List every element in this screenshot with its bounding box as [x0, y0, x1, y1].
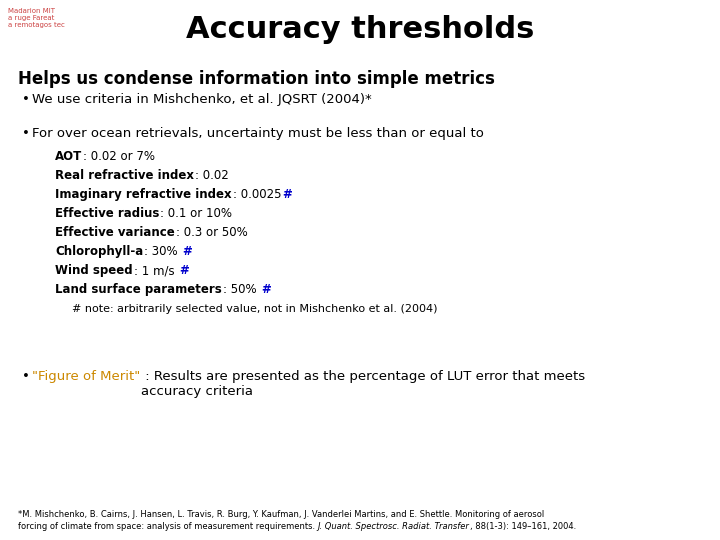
Text: Accuracy thresholds: Accuracy thresholds: [186, 15, 534, 44]
Text: Imaginary refractive index: Imaginary refractive index: [55, 188, 232, 201]
Text: We use criteria in Mishchenko, et al. JQSRT (2004)*: We use criteria in Mishchenko, et al. JQ…: [32, 93, 372, 106]
Text: : 0.02 or 7%: : 0.02 or 7%: [84, 150, 156, 163]
Text: a remotagos tec: a remotagos tec: [8, 22, 65, 28]
Text: •: •: [22, 127, 30, 140]
Text: Madarion MIT: Madarion MIT: [8, 8, 55, 14]
Text: : 1 m/s: : 1 m/s: [134, 264, 178, 277]
Text: : 0.1 or 10%: : 0.1 or 10%: [161, 207, 233, 220]
Text: #: #: [179, 264, 189, 277]
Text: : 50%: : 50%: [222, 283, 260, 296]
Text: : Results are presented as the percentage of LUT error that meets
accuracy crite: : Results are presented as the percentag…: [141, 370, 585, 398]
Text: : 0.0025: : 0.0025: [233, 188, 281, 201]
Text: •: •: [22, 370, 30, 383]
Text: : 0.02: : 0.02: [195, 169, 229, 182]
Text: Helps us condense information into simple metrics: Helps us condense information into simpl…: [18, 70, 495, 88]
Text: Chlorophyll-a: Chlorophyll-a: [55, 245, 143, 258]
Text: •: •: [22, 93, 30, 106]
Text: #: #: [261, 283, 271, 296]
Text: AOT: AOT: [55, 150, 82, 163]
Text: # note: arbitrarily selected value, not in Mishchenko et al. (2004): # note: arbitrarily selected value, not …: [65, 304, 438, 314]
Text: "Figure of Merit": "Figure of Merit": [32, 370, 140, 383]
Text: forcing of climate from space: analysis of measurement requirements.: forcing of climate from space: analysis …: [18, 522, 318, 531]
Text: a ruge Fareat: a ruge Fareat: [8, 15, 55, 21]
Text: *M. Mishchenko, B. Cairns, J. Hansen, L. Travis, R. Burg, Y. Kaufman, J. Vanderl: *M. Mishchenko, B. Cairns, J. Hansen, L.…: [18, 510, 544, 519]
Text: Real refractive index: Real refractive index: [55, 169, 194, 182]
Text: Effective radius: Effective radius: [55, 207, 159, 220]
Text: Land surface parameters: Land surface parameters: [55, 283, 222, 296]
Text: #: #: [183, 245, 192, 258]
Text: For over ocean retrievals, uncertainty must be less than or equal to: For over ocean retrievals, uncertainty m…: [32, 127, 484, 140]
Text: , 88(1-3): 149–161, 2004.: , 88(1-3): 149–161, 2004.: [469, 522, 576, 531]
Text: #: #: [282, 188, 292, 201]
Text: Wind speed: Wind speed: [55, 264, 132, 277]
Text: J. Quant. Spectrosc. Radiat. Transfer: J. Quant. Spectrosc. Radiat. Transfer: [318, 522, 469, 531]
Text: Effective variance: Effective variance: [55, 226, 175, 239]
Text: : 0.3 or 50%: : 0.3 or 50%: [176, 226, 248, 239]
Text: : 30%: : 30%: [144, 245, 181, 258]
